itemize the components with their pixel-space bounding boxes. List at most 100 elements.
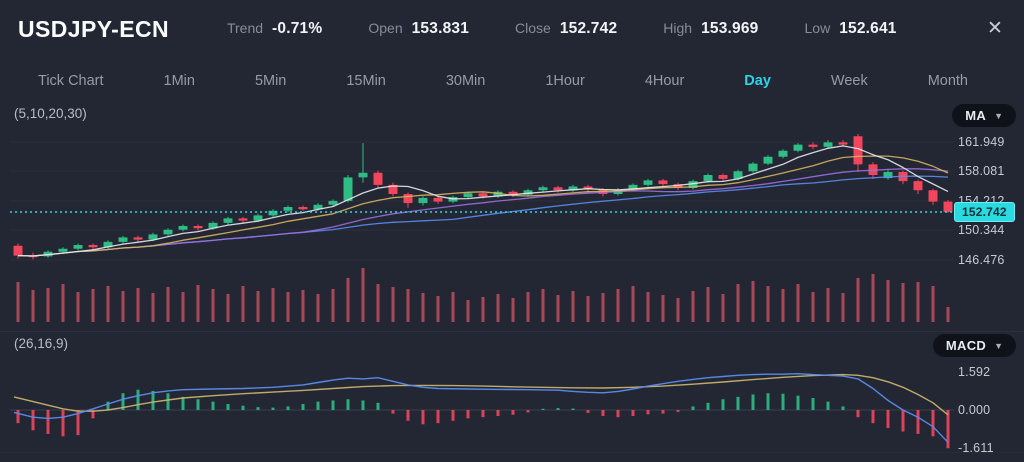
macd-hist-bar — [436, 410, 440, 424]
candle-body — [403, 194, 413, 204]
volume-bar — [181, 292, 185, 322]
close-icon[interactable]: ✕ — [987, 17, 1003, 39]
tab-5min[interactable]: 5Min — [254, 73, 287, 89]
candle-body — [748, 163, 758, 172]
volume-bar — [16, 282, 20, 322]
macd-hist-bar — [331, 400, 335, 410]
tab-tick-chart[interactable]: Tick Chart — [38, 73, 104, 89]
candle-body — [778, 150, 788, 157]
volume-bar — [511, 298, 515, 322]
candle-body — [58, 248, 68, 252]
volume-bar — [586, 296, 590, 322]
macd-hist-bar — [631, 410, 635, 416]
macd-hist-bar — [586, 410, 590, 413]
candle-body — [328, 200, 338, 205]
macd-hist-bar — [466, 410, 470, 419]
macd-hist-bar — [211, 401, 215, 410]
macd-hist-bar — [706, 402, 710, 410]
macd-hist-bar — [886, 410, 890, 428]
volume-bar — [316, 294, 320, 322]
ma-line-30 — [17, 175, 949, 257]
macd-hist-bar — [661, 410, 665, 414]
candle-body — [463, 193, 473, 198]
macd-hist-bar — [76, 410, 80, 436]
macd-hist-bar — [766, 393, 770, 410]
candle-body — [178, 225, 188, 230]
volume-bar — [376, 284, 380, 322]
tab-30min[interactable]: 30Min — [445, 73, 486, 89]
ma-selector-button[interactable]: MA ▼ — [952, 104, 1016, 127]
volume-bar — [691, 291, 695, 322]
chevron-down-icon: ▼ — [994, 110, 1003, 121]
candle-body — [808, 144, 818, 147]
volume-bar — [886, 280, 890, 322]
macd-hist-bar — [751, 394, 755, 410]
macd-hist-bar — [556, 408, 560, 410]
candle-body — [343, 177, 353, 201]
volume-bar — [826, 288, 830, 322]
tab-1hour[interactable]: 1Hour — [545, 73, 585, 89]
macd-chart — [10, 373, 954, 449]
macd-signal-line — [13, 373, 949, 416]
macd-hist-bar — [301, 404, 305, 410]
macd-hist-bar — [61, 410, 65, 437]
volume-bar — [421, 293, 425, 322]
candle-body — [718, 175, 728, 179]
stat-label: High — [663, 20, 693, 36]
stat-label: Close — [515, 20, 551, 36]
macd-hist-bar — [616, 410, 620, 418]
ma-selector-label: MA — [965, 108, 987, 123]
tab-15min[interactable]: 15Min — [346, 73, 386, 89]
macd-hist-bar — [526, 410, 530, 413]
macd-hist-bar — [181, 396, 185, 410]
tab-1min[interactable]: 1Min — [163, 73, 195, 89]
candle-body — [838, 142, 848, 145]
macd-hist-bar — [46, 410, 50, 434]
tab-month[interactable]: Month — [927, 73, 968, 89]
volume-bar — [721, 294, 725, 322]
macd-hist-bar — [931, 410, 935, 437]
tab-day[interactable]: Day — [744, 73, 771, 89]
volume-bar — [121, 291, 125, 322]
volume-bar — [526, 292, 530, 322]
candle-body — [88, 244, 98, 248]
candle-body — [358, 172, 368, 178]
stat-label: Low — [804, 20, 831, 36]
volume-bar — [211, 289, 215, 322]
candle-body — [793, 144, 803, 151]
volume-bar — [256, 291, 260, 322]
tab-week[interactable]: Week — [830, 73, 868, 89]
candle-body — [658, 180, 668, 185]
volume-bar — [301, 290, 305, 322]
macd-hist-bar — [856, 410, 860, 418]
volume-bar — [406, 289, 410, 322]
candle-body — [538, 187, 548, 191]
volume-bar — [451, 292, 455, 322]
macd-hist-bar — [241, 405, 245, 410]
chevron-down-icon: ▼ — [994, 340, 1003, 351]
volume-bar — [556, 295, 560, 322]
ma-line-10 — [17, 155, 949, 257]
volume-bar — [46, 288, 50, 322]
macd-hist-bar — [871, 410, 875, 424]
macd-hist-bar — [796, 395, 800, 410]
volume-bar — [571, 291, 575, 322]
macd-main-line — [13, 373, 949, 443]
macd-hist-bar — [91, 410, 95, 419]
candle-body — [298, 206, 308, 210]
candle-body — [223, 218, 233, 223]
tab-4hour[interactable]: 4Hour — [644, 73, 685, 89]
macd-hist-bar — [16, 410, 20, 424]
stat-high: High 153.969 — [663, 20, 758, 38]
volume-bar — [31, 290, 35, 322]
volume-bar — [136, 288, 140, 322]
candle-body — [418, 197, 428, 204]
ohlc-stats: Trend -0.71% Open 153.831 Close 152.742 High 15… — [227, 20, 897, 38]
macd-selector-button[interactable]: MACD ▼ — [932, 334, 1016, 357]
volume-bar — [706, 287, 710, 322]
volume-bar — [811, 292, 815, 322]
candle-body — [928, 190, 938, 202]
volume-bar — [286, 292, 290, 322]
volume-bar — [631, 286, 635, 322]
macd-hist-bar — [901, 410, 905, 432]
